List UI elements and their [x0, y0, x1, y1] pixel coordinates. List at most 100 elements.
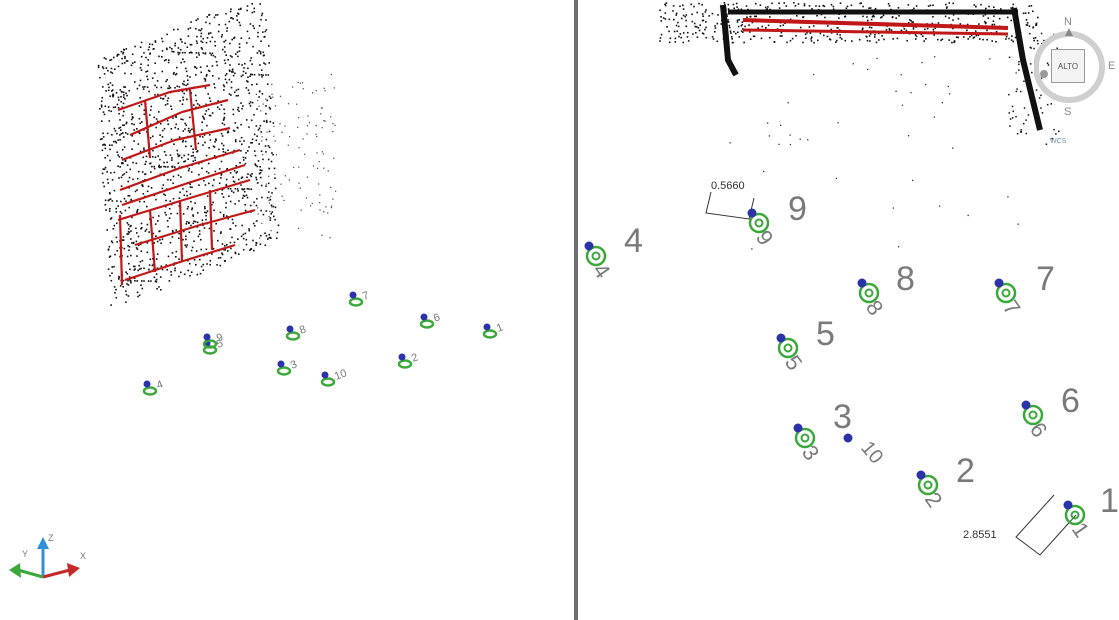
viewport-divider[interactable]: [574, 0, 578, 620]
cloud-point: [298, 182, 300, 184]
cloud-point: [114, 292, 116, 294]
cloud-point: [192, 214, 194, 216]
cloud-point: [115, 92, 118, 94]
cloud-point: [845, 7, 848, 10]
cloud-point: [206, 37, 209, 39]
cloud-point: [240, 123, 242, 126]
cloud-point: [131, 53, 134, 56]
cloud-point: [144, 86, 146, 88]
cloud-point: [110, 58, 113, 61]
compass-east[interactable]: E: [1108, 60, 1116, 72]
target-label-rotated: 7: [998, 296, 1026, 320]
cloud-point: [235, 164, 237, 167]
cloud-point: [272, 96, 274, 98]
cloud-point: [120, 50, 123, 53]
cloud-point: [115, 288, 117, 291]
cloud-point: [147, 48, 150, 51]
cloud-point: [103, 143, 105, 146]
cloud-point: [1035, 89, 1038, 91]
cloud-point: [245, 72, 247, 74]
cloud-point: [948, 17, 950, 19]
cloud-point: [117, 165, 119, 167]
cloud-point: [178, 86, 181, 88]
cloud-point: [143, 200, 146, 203]
cloud-point: [161, 129, 164, 132]
cloud-point: [287, 103, 290, 105]
cloud-point: [991, 40, 993, 42]
cloud-point: [266, 196, 269, 199]
right-top-viewport[interactable]: 0.5660 2.8551 1 1 2 2 3 3 4 4 5 5 6 6 7 7 8 8 9 9 10 ALTO …: [578, 0, 1119, 620]
cloud-point: [249, 75, 251, 77]
cloud-point: [124, 55, 126, 58]
cloud-point: [926, 27, 929, 30]
cloud-point: [728, 26, 731, 29]
cloud-point: [675, 12, 678, 15]
cloud-point: [120, 90, 123, 93]
cloud-point: [242, 194, 245, 197]
cloud-point: [218, 108, 221, 110]
cloud-point: [682, 41, 684, 44]
cloud-point: [701, 4, 703, 6]
cloud-point: [287, 144, 289, 146]
cloud-point: [205, 103, 207, 106]
cloud-point: [749, 38, 752, 40]
cloud-point: [866, 16, 868, 18]
cloud-point: [124, 98, 126, 100]
cloud-point: [113, 127, 116, 130]
cloud-point: [123, 49, 126, 51]
cloud-point: [255, 164, 257, 167]
cloud-point: [729, 142, 731, 144]
viewcube-face-top[interactable]: ALTO: [1051, 49, 1085, 83]
cloud-point: [108, 144, 111, 146]
cloud-point: [110, 67, 113, 70]
cloud-point: [226, 244, 228, 246]
cloud-point: [110, 217, 113, 219]
cloud-point: [139, 46, 142, 48]
viewcube[interactable]: ALTO N S E WCS: [1034, 16, 1118, 145]
cloud-point: [952, 27, 954, 30]
cloud-point: [172, 51, 175, 53]
target-label-upright: 2: [956, 452, 975, 490]
cloud-point: [125, 271, 127, 273]
cloud-point: [229, 241, 232, 244]
cloud-point: [118, 278, 120, 280]
cloud-point: [236, 188, 239, 190]
cloud-point: [248, 102, 251, 105]
cloud-point: [187, 153, 190, 156]
compass-south[interactable]: S: [1064, 106, 1072, 118]
cloud-point: [119, 126, 122, 129]
cloud-point: [108, 120, 111, 122]
target-label-upright: 8: [896, 260, 915, 298]
cloud-point: [1011, 117, 1014, 119]
cloud-point: [184, 140, 187, 143]
cloud-point: [167, 166, 169, 168]
cloud-point: [1036, 40, 1039, 42]
cloud-point: [109, 208, 111, 210]
cloud-point: [267, 145, 270, 147]
cloud-point: [191, 52, 193, 54]
cloud-point: [109, 59, 111, 62]
cloud-point: [744, 25, 746, 28]
cloud-point: [106, 154, 109, 157]
cloud-point: [155, 126, 157, 129]
cloud-point: [948, 2, 951, 4]
left-3d-viewport[interactable]: 1 2 3 4 5 6 7 8 9 10 Z X Y: [0, 0, 574, 620]
cloud-point: [240, 177, 243, 179]
cloud-point: [685, 19, 687, 22]
cloud-point: [1023, 122, 1025, 125]
cloud-point: [205, 75, 208, 77]
survey-linework: [117, 83, 256, 286]
cloud-point: [137, 235, 140, 238]
cloud-point: [147, 64, 149, 67]
target-label-rotated: 9: [751, 226, 779, 250]
cloud-point: [195, 250, 198, 252]
compass-north[interactable]: N: [1064, 16, 1072, 28]
cloud-point: [948, 39, 950, 41]
cloud-point: [265, 29, 268, 31]
cloud-point: [119, 119, 121, 121]
cloud-point: [323, 120, 325, 122]
target-label-upright: 7: [1036, 260, 1055, 298]
cloud-point: [279, 95, 281, 97]
cloud-point: [980, 3, 982, 6]
ucs-menu[interactable]: WCS: [1050, 138, 1067, 145]
